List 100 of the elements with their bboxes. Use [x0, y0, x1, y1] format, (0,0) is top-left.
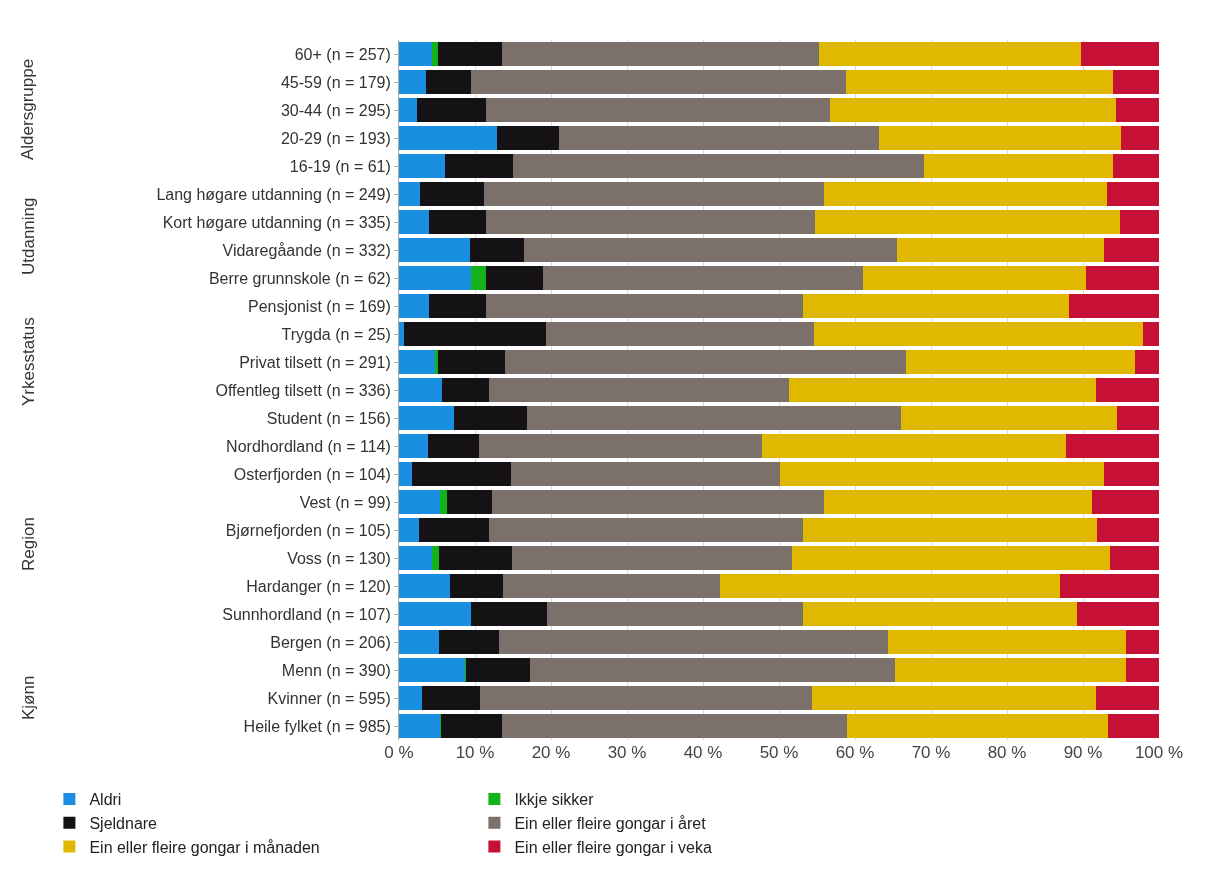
bar [1086, 265, 1159, 291]
bar [543, 265, 863, 291]
bar [814, 209, 1121, 235]
x-tick-label: 80 % [987, 743, 1027, 762]
bar [1095, 685, 1159, 711]
bar [511, 461, 780, 487]
bar [486, 97, 830, 123]
bar [1066, 433, 1159, 459]
bar [484, 181, 824, 207]
bar [497, 125, 560, 151]
bar [503, 573, 720, 599]
bar [399, 657, 466, 683]
bar [512, 545, 792, 571]
bar [399, 69, 427, 95]
bar [1060, 573, 1159, 599]
bar [420, 181, 485, 207]
y-tick-label: Vidaregåande (n = 332) [222, 241, 391, 259]
text: Utdanning [19, 197, 38, 275]
legend-label: Ein eller fleire gongar i veka [514, 838, 712, 856]
bar [526, 405, 901, 431]
legend-label: Ein eller fleire gongar i året [514, 814, 707, 832]
bar [719, 573, 1061, 599]
bar [399, 685, 422, 711]
bar [523, 237, 897, 263]
bar [823, 181, 1107, 207]
bar [779, 461, 1104, 487]
bar [399, 713, 441, 739]
bar [399, 433, 428, 459]
bar [905, 349, 1135, 375]
text: Aldersgruppe [18, 58, 37, 160]
bar [399, 265, 472, 291]
bar [547, 601, 803, 627]
bar [1113, 69, 1159, 95]
legend-label: Ein eller fleire gongar i månaden [89, 838, 320, 856]
bar [438, 545, 513, 571]
bar [1115, 97, 1159, 123]
bar [437, 41, 503, 67]
bar [1104, 237, 1159, 263]
x-tick-label: 40 % [683, 743, 723, 762]
bar [788, 377, 1096, 403]
bar [478, 433, 762, 459]
bar [924, 153, 1114, 179]
bar [432, 545, 439, 571]
bar [812, 685, 1096, 711]
y-tick-label: Bergen (n = 206) [270, 633, 391, 651]
bar [399, 321, 405, 347]
bar [418, 517, 489, 543]
bar [530, 657, 895, 683]
bar [445, 153, 513, 179]
bar [399, 601, 472, 627]
bar [791, 545, 1110, 571]
y-tick-label: 45-59 (n = 179) [280, 73, 391, 91]
bar [421, 685, 481, 711]
bar [449, 573, 504, 599]
bar [399, 349, 436, 375]
bar [399, 125, 498, 151]
bar [559, 125, 879, 151]
bar [1076, 601, 1159, 627]
bar [1103, 461, 1159, 487]
bar [1120, 209, 1159, 235]
bar [471, 265, 486, 291]
bar [894, 657, 1126, 683]
bar [802, 293, 1070, 319]
y-tick-label: Pensjonist (n = 169) [248, 297, 391, 315]
y-tick-label: Heile fylket (n = 985) [243, 717, 391, 735]
bar [887, 629, 1126, 655]
legend-label: Ikkje sikker [514, 791, 595, 809]
y-tick-label: Hardanger (n = 120) [246, 577, 391, 595]
bar [878, 125, 1121, 151]
x-tick-label: 20 % [531, 743, 571, 762]
bar [429, 293, 487, 319]
bar [499, 629, 888, 655]
bar [486, 209, 815, 235]
bar [429, 209, 487, 235]
legend-label: Sjeldnare [89, 814, 158, 832]
x-tick-label: 90 % [1063, 743, 1103, 762]
bar [813, 321, 1144, 347]
bar [488, 377, 789, 403]
bar [432, 41, 438, 67]
y-tick-label: Bjørnefjorden (n = 105) [225, 521, 391, 539]
bar [1069, 293, 1159, 319]
y-tick-label: Sunnhordland (n = 107) [222, 605, 391, 623]
bar [435, 349, 438, 375]
bar [1108, 713, 1159, 739]
bar [1121, 125, 1159, 151]
bar [502, 41, 820, 67]
bar [480, 685, 813, 711]
bar [845, 69, 1114, 95]
x-tick-label: 0 % [384, 743, 414, 762]
bar [440, 713, 503, 739]
bar [1081, 41, 1159, 67]
bar [440, 489, 447, 515]
bar [399, 153, 446, 179]
bar [486, 293, 803, 319]
bar [399, 209, 430, 235]
text: Yrkesstatus [19, 317, 38, 406]
text: Region [19, 517, 38, 571]
bar [1125, 657, 1159, 683]
x-tick-label: 50 % [759, 743, 799, 762]
bar [399, 489, 441, 515]
